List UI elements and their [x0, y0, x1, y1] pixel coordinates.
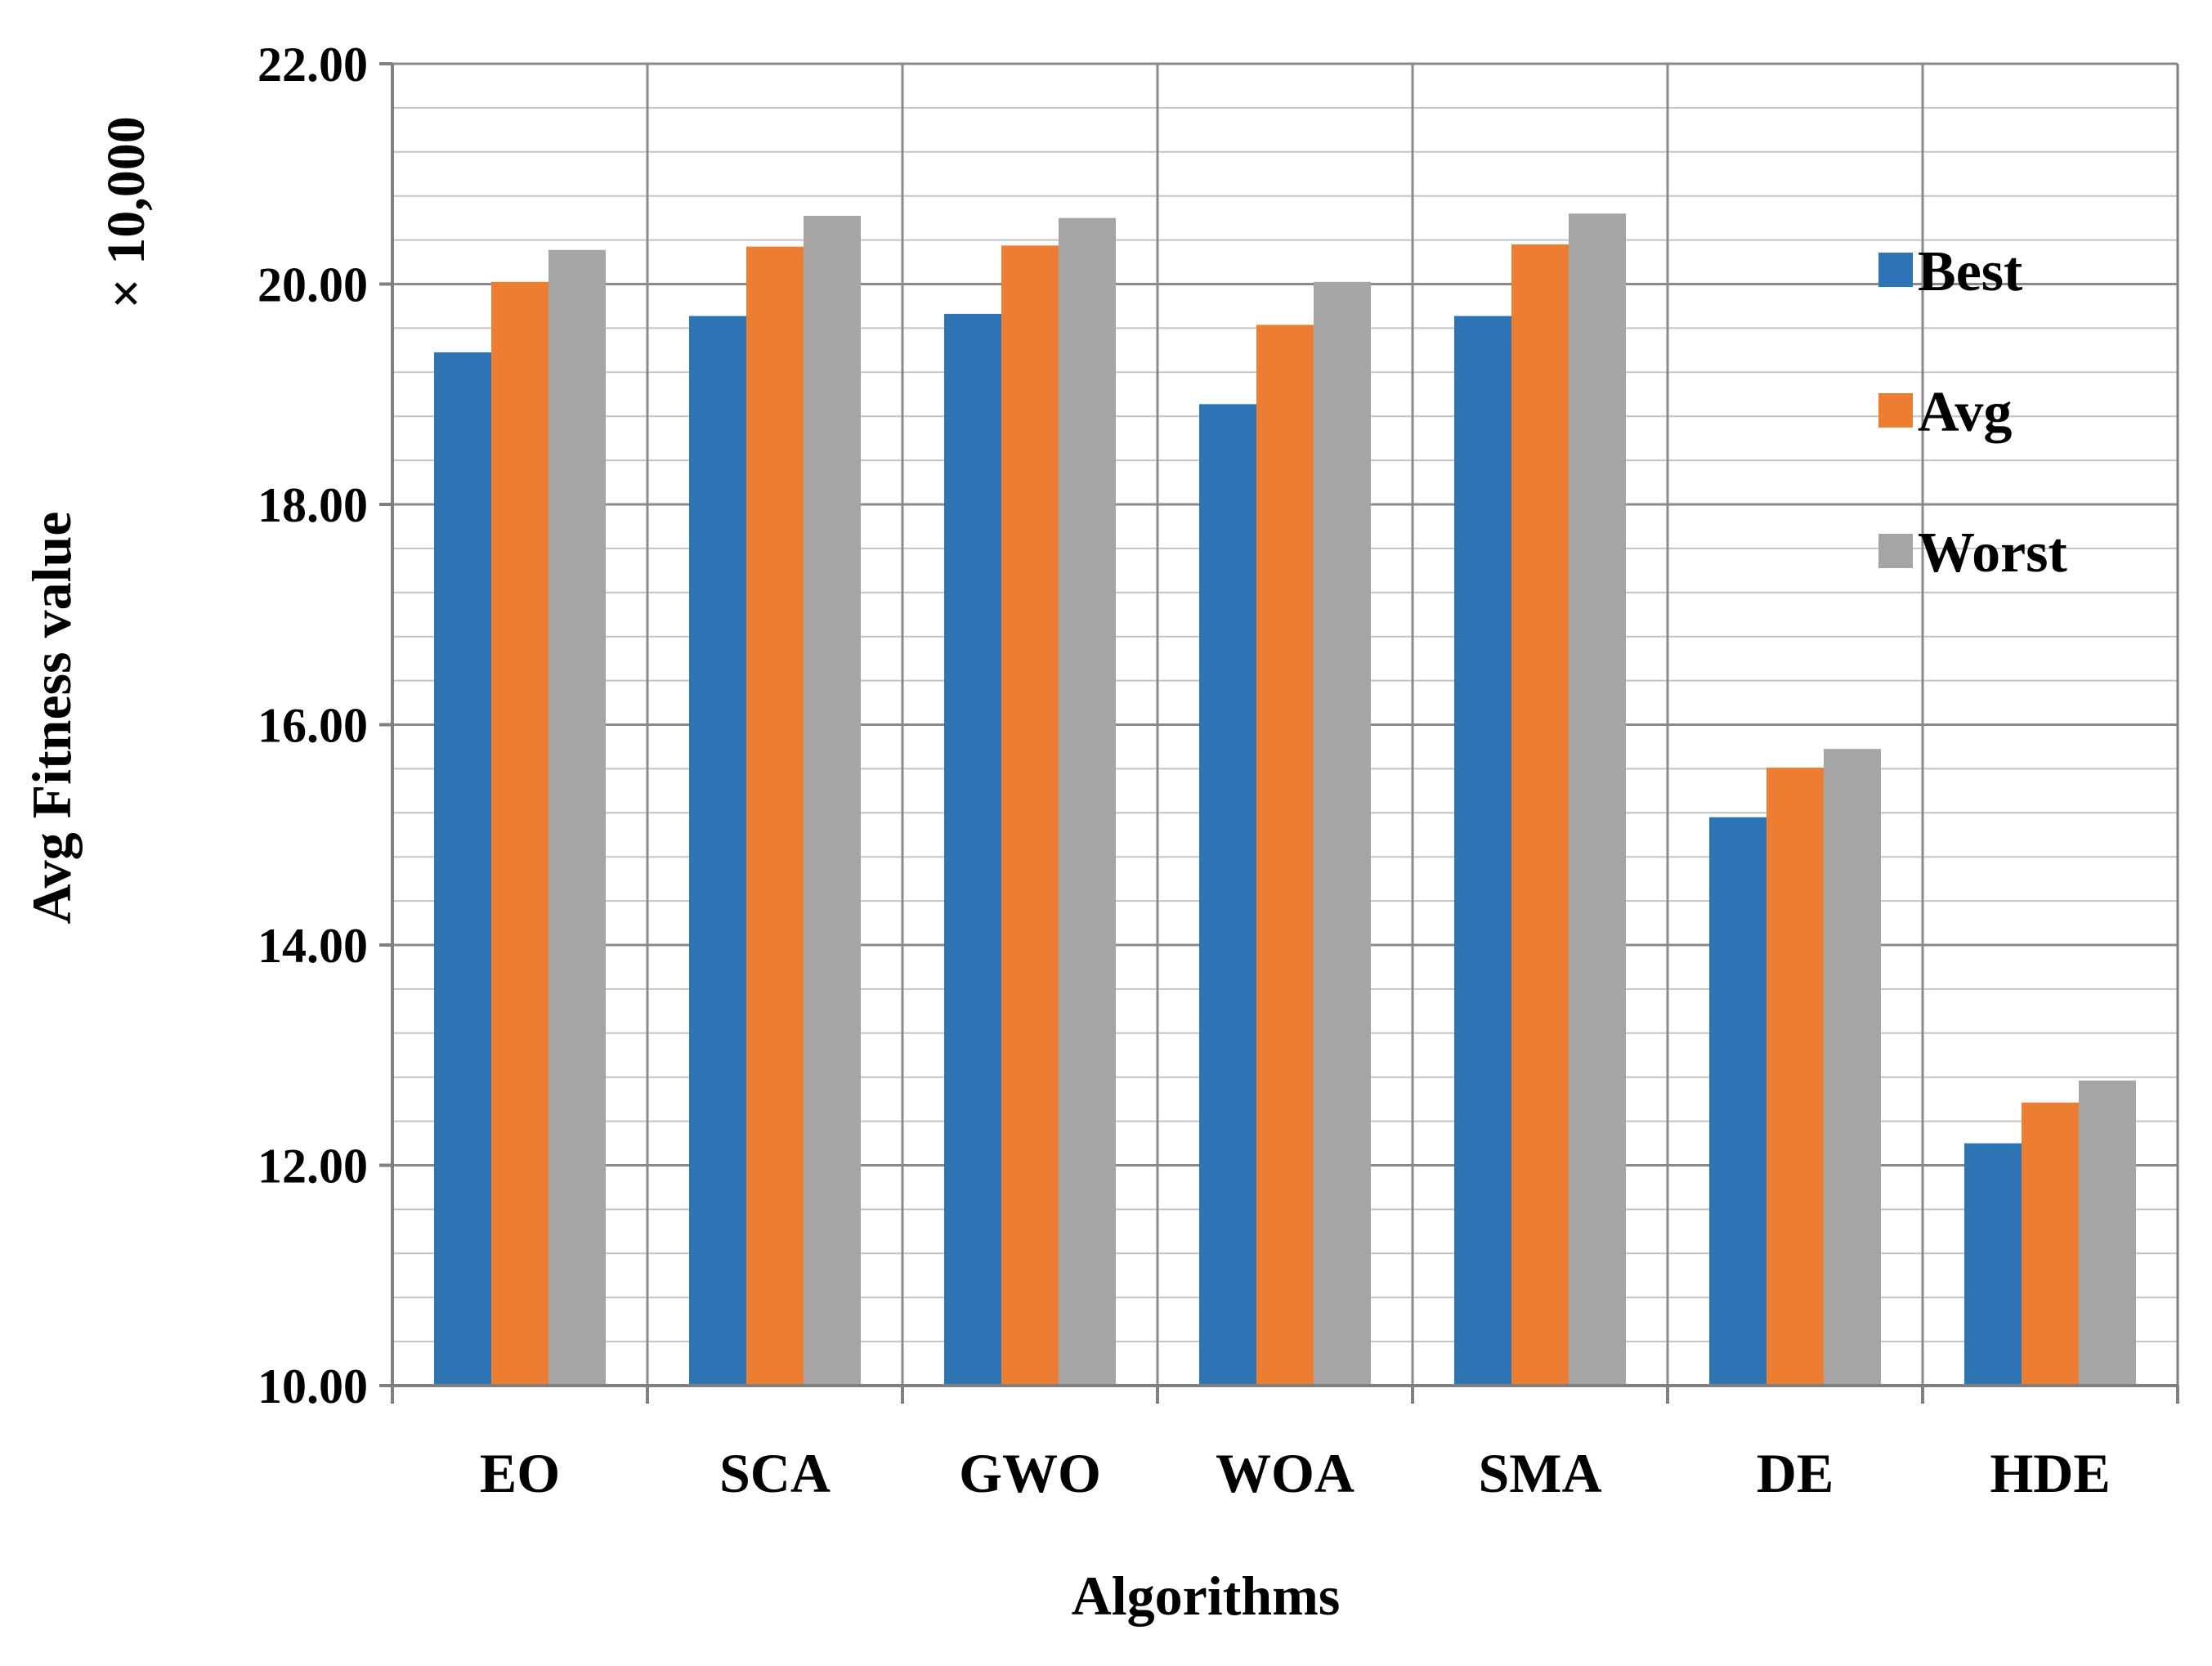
x-category-label: HDE [1990, 1442, 2110, 1504]
y-axis-title: Avg Fitness value [20, 512, 83, 925]
bar-worst-gwo [1059, 217, 1116, 1386]
bar-avg-eo [491, 281, 549, 1386]
bar-worst-sca [804, 215, 861, 1386]
bar-best-de [1709, 817, 1766, 1386]
bar-avg-hde [2022, 1102, 2079, 1386]
bar-best-gwo [944, 313, 1001, 1386]
bar-avg-sma [1511, 244, 1569, 1386]
bar-avg-gwo [1001, 245, 1059, 1386]
legend-swatch-avg [1878, 393, 1913, 428]
x-category-label: WOA [1216, 1442, 1355, 1504]
bar-avg-woa [1256, 325, 1314, 1386]
bars-layer [434, 213, 2136, 1386]
legend-layer: Best Avg Worst [1878, 240, 2067, 584]
legend-swatch-worst [1878, 534, 1913, 568]
bar-worst-woa [1314, 281, 1371, 1386]
bar-worst-hde [2079, 1080, 2136, 1386]
y-tick-label: 22.00 [257, 38, 368, 92]
bar-best-woa [1199, 404, 1256, 1386]
x-category-label: EO [480, 1442, 560, 1504]
bar-best-hde [1964, 1143, 2022, 1386]
bar-worst-sma [1569, 213, 1626, 1386]
y-tick-label: 16.00 [257, 699, 368, 753]
legend-label-best: Best [1918, 240, 2022, 303]
x-category-label: GWO [959, 1442, 1101, 1504]
y-axis-multiplier-label: × 10,000 [96, 116, 156, 309]
legend-swatch-best [1878, 253, 1913, 287]
y-tick-label: 14.00 [257, 919, 368, 973]
axes-layer [379, 62, 2179, 1404]
bar-worst-eo [549, 249, 606, 1386]
y-tick-label: 20.00 [257, 258, 368, 312]
bar-avg-de [1766, 768, 1824, 1386]
y-tick-label: 12.00 [257, 1140, 368, 1194]
y-tick-label: 18.00 [257, 478, 368, 532]
x-axis-title: Algorithms [1072, 1565, 1341, 1627]
x-category-label: SMA [1478, 1442, 1601, 1504]
bar-avg-sca [746, 246, 804, 1386]
x-category-label: SCA [719, 1442, 831, 1504]
x-category-label: DE [1757, 1442, 1834, 1504]
y-tick-label: 10.00 [257, 1359, 368, 1413]
bar-best-sma [1454, 316, 1511, 1386]
legend-label-avg: Avg [1918, 381, 2012, 444]
bar-worst-de [1824, 749, 1881, 1386]
bar-best-eo [434, 352, 491, 1386]
legend-label-worst: Worst [1918, 522, 2067, 584]
bar-best-sca [689, 316, 746, 1386]
labels-layer: 10.00 12.00 14.00 16.00 18.00 20.00 22.00 EO SCA… [257, 38, 2111, 1504]
